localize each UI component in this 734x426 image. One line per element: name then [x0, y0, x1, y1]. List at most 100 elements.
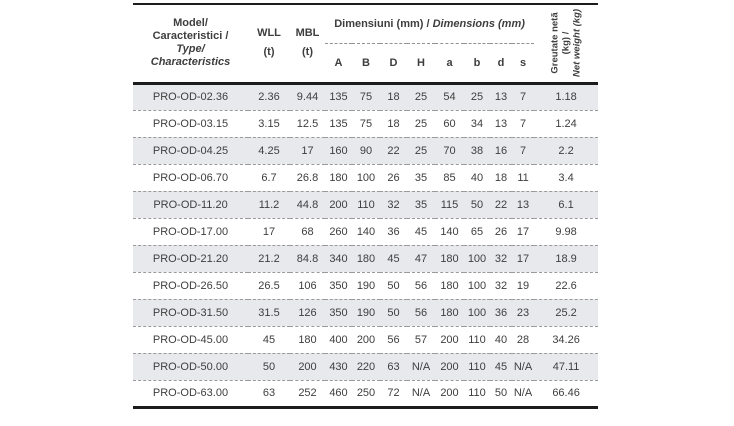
cell-dim-b-cap: 100: [356, 171, 376, 184]
cell-model: PRO-OD-06.70: [152, 171, 229, 184]
header-col-d: d: [497, 56, 505, 69]
cell-dim-b: 100: [467, 306, 487, 319]
cell-dim-s: 7: [519, 117, 527, 130]
header-mbl: MBL (t): [290, 4, 325, 83]
header-model-line-ro1: Model/: [173, 17, 208, 30]
cell-mbl: 106: [298, 279, 317, 292]
cell-dim-d: 18: [494, 171, 508, 184]
header-col-b-cap: B: [362, 56, 370, 69]
cell-dim-b: 110: [468, 333, 486, 346]
cell-model: PRO-OD-02.36: [152, 91, 229, 103]
cell-dim-a-cap: 430: [329, 360, 348, 373]
cell-net-weight: 6.1: [558, 198, 574, 211]
cell-dim-a-cap: 160: [329, 144, 348, 157]
cell-dim-b-cap: 190: [356, 306, 376, 319]
cell-dim-b-cap: 90: [359, 144, 373, 157]
cell-net-weight: 25.2: [555, 306, 577, 319]
cell-dim-d: 26: [494, 225, 508, 238]
cell-dim-d-cap: 50: [387, 306, 400, 319]
cell-dim-b: 50: [470, 198, 484, 211]
cell-dim-a: 60: [443, 117, 456, 130]
header-mbl-label: MBL: [295, 27, 320, 40]
cell-net-weight: 2.2: [558, 144, 574, 157]
header-col-d-cap: D: [389, 56, 398, 69]
cell-dim-a: 85: [443, 171, 456, 184]
cell-dim-a: 180: [440, 306, 459, 319]
header-wll-label: WLL: [257, 27, 281, 40]
cell-dim-h-cap: 35: [414, 171, 428, 184]
table-body: PRO-OD-02.36 2.36 9.44 135 75 18 25 54 25 13 7 1.18…: [133, 83, 599, 407]
cell-dim-h-cap: 25: [414, 144, 428, 157]
cell-dim-d-cap: 72: [387, 387, 400, 399]
cell-dim-a-cap: 460: [329, 387, 348, 399]
cell-dim-b-cap: 140: [356, 225, 376, 238]
cell-dim-d: 16: [494, 144, 508, 157]
table-row: PRO-OD-50.00 50 200 430 220 63 N/A 200 110 45 N/A 4…: [133, 353, 599, 380]
header-dimensions-ro: Dimensiuni (mm): [334, 17, 424, 30]
cell-dim-a-cap: 350: [329, 279, 348, 292]
cell-dim-a-cap: 350: [329, 306, 348, 319]
header-row-top: Model/ Caracteristici / Type/ Characteri…: [133, 4, 598, 77]
cell-dim-a: 200: [440, 333, 459, 346]
table-row: PRO-OD-26.50 26.5 106 350 190 50 56 180 100 32 19 2…: [133, 272, 599, 299]
cell-dim-a: 200: [440, 387, 459, 399]
cell-model: PRO-OD-21.20: [152, 252, 229, 265]
cell-wll: 21.2: [258, 252, 280, 265]
cell-dim-s: 17: [516, 252, 530, 265]
cell-dim-b-cap: 110: [357, 198, 375, 211]
cell-wll: 31.5: [258, 306, 280, 319]
cell-dim-s: 23: [516, 306, 530, 319]
cell-wll: 11.2: [258, 198, 280, 211]
cell-wll: 2.36: [258, 91, 280, 103]
cell-dim-h-cap: 25: [414, 117, 428, 130]
cell-wll: 50: [262, 360, 276, 373]
spec-table: Model/ Caracteristici / Type/ Characteri…: [133, 3, 599, 409]
header-row-dimensions: A B D H a b d s: [133, 43, 598, 83]
header-col-a-cap: A: [334, 56, 343, 69]
cell-dim-h-cap: 56: [414, 279, 428, 292]
header-net-weight-rotated: Greutate netă (kg) / Net weight (kg): [550, 1, 583, 85]
cell-mbl: 68: [301, 225, 314, 238]
cell-dim-a: 180: [440, 279, 459, 292]
cell-model: PRO-OD-03.15: [152, 117, 229, 130]
cell-dim-s: 17: [516, 225, 530, 238]
cell-dim-a-cap: 260: [329, 225, 348, 238]
header-dimensions: Dimensiuni (mm) / Dimensions (mm): [325, 4, 535, 44]
cell-dim-b-cap: 75: [359, 117, 373, 130]
header-wll: WLL (t): [248, 4, 290, 83]
cell-dim-d-cap: 18: [387, 117, 400, 130]
cell-net-weight: 66.46: [552, 387, 580, 399]
cell-model: PRO-OD-45.00: [152, 333, 229, 346]
header-col-h-cap: H: [417, 56, 425, 69]
cell-wll: 45: [262, 333, 276, 346]
cell-net-weight: 18.9: [555, 252, 577, 265]
cell-dim-h-cap: 47: [414, 252, 428, 265]
table-row: PRO-OD-02.36 2.36 9.44 135 75 18 25 54 25 13 7 1.18: [133, 83, 599, 110]
cell-dim-b: 100: [467, 279, 487, 292]
cell-dim-b: 110: [468, 360, 486, 373]
cell-dim-s: 13: [516, 198, 530, 211]
cell-dim-s: 7: [519, 144, 527, 157]
table-row: PRO-OD-21.20 21.2 84.8 340 180 45 47 180 100 32 17…: [133, 245, 599, 272]
cell-dim-h-cap: N/A: [411, 360, 431, 373]
header-mbl-unit: (t): [302, 46, 313, 59]
cell-dim-d: 36: [494, 306, 508, 319]
cell-mbl: 126: [298, 306, 317, 319]
cell-dim-d-cap: 26: [387, 171, 400, 184]
cell-dim-d: 13: [494, 91, 508, 103]
cell-mbl: 84.8: [296, 252, 319, 265]
cell-wll: 3.15: [258, 117, 280, 130]
cell-dim-a-cap: 340: [329, 252, 348, 265]
cell-dim-d: 50: [494, 387, 508, 399]
cell-dim-d: 13: [494, 117, 508, 130]
cell-dim-h-cap: 56: [414, 306, 428, 319]
header-col-s: s: [519, 56, 527, 69]
cell-dim-s: 11: [517, 171, 529, 184]
cell-net-weight: 22.6: [555, 279, 577, 292]
cell-dim-b-cap: 75: [359, 91, 373, 103]
header-model-line-ro2: Caracteristici /: [152, 30, 229, 43]
cell-dim-b: 40: [470, 171, 484, 184]
cell-dim-b: 65: [470, 225, 484, 238]
cell-dim-d: 40: [494, 333, 508, 346]
